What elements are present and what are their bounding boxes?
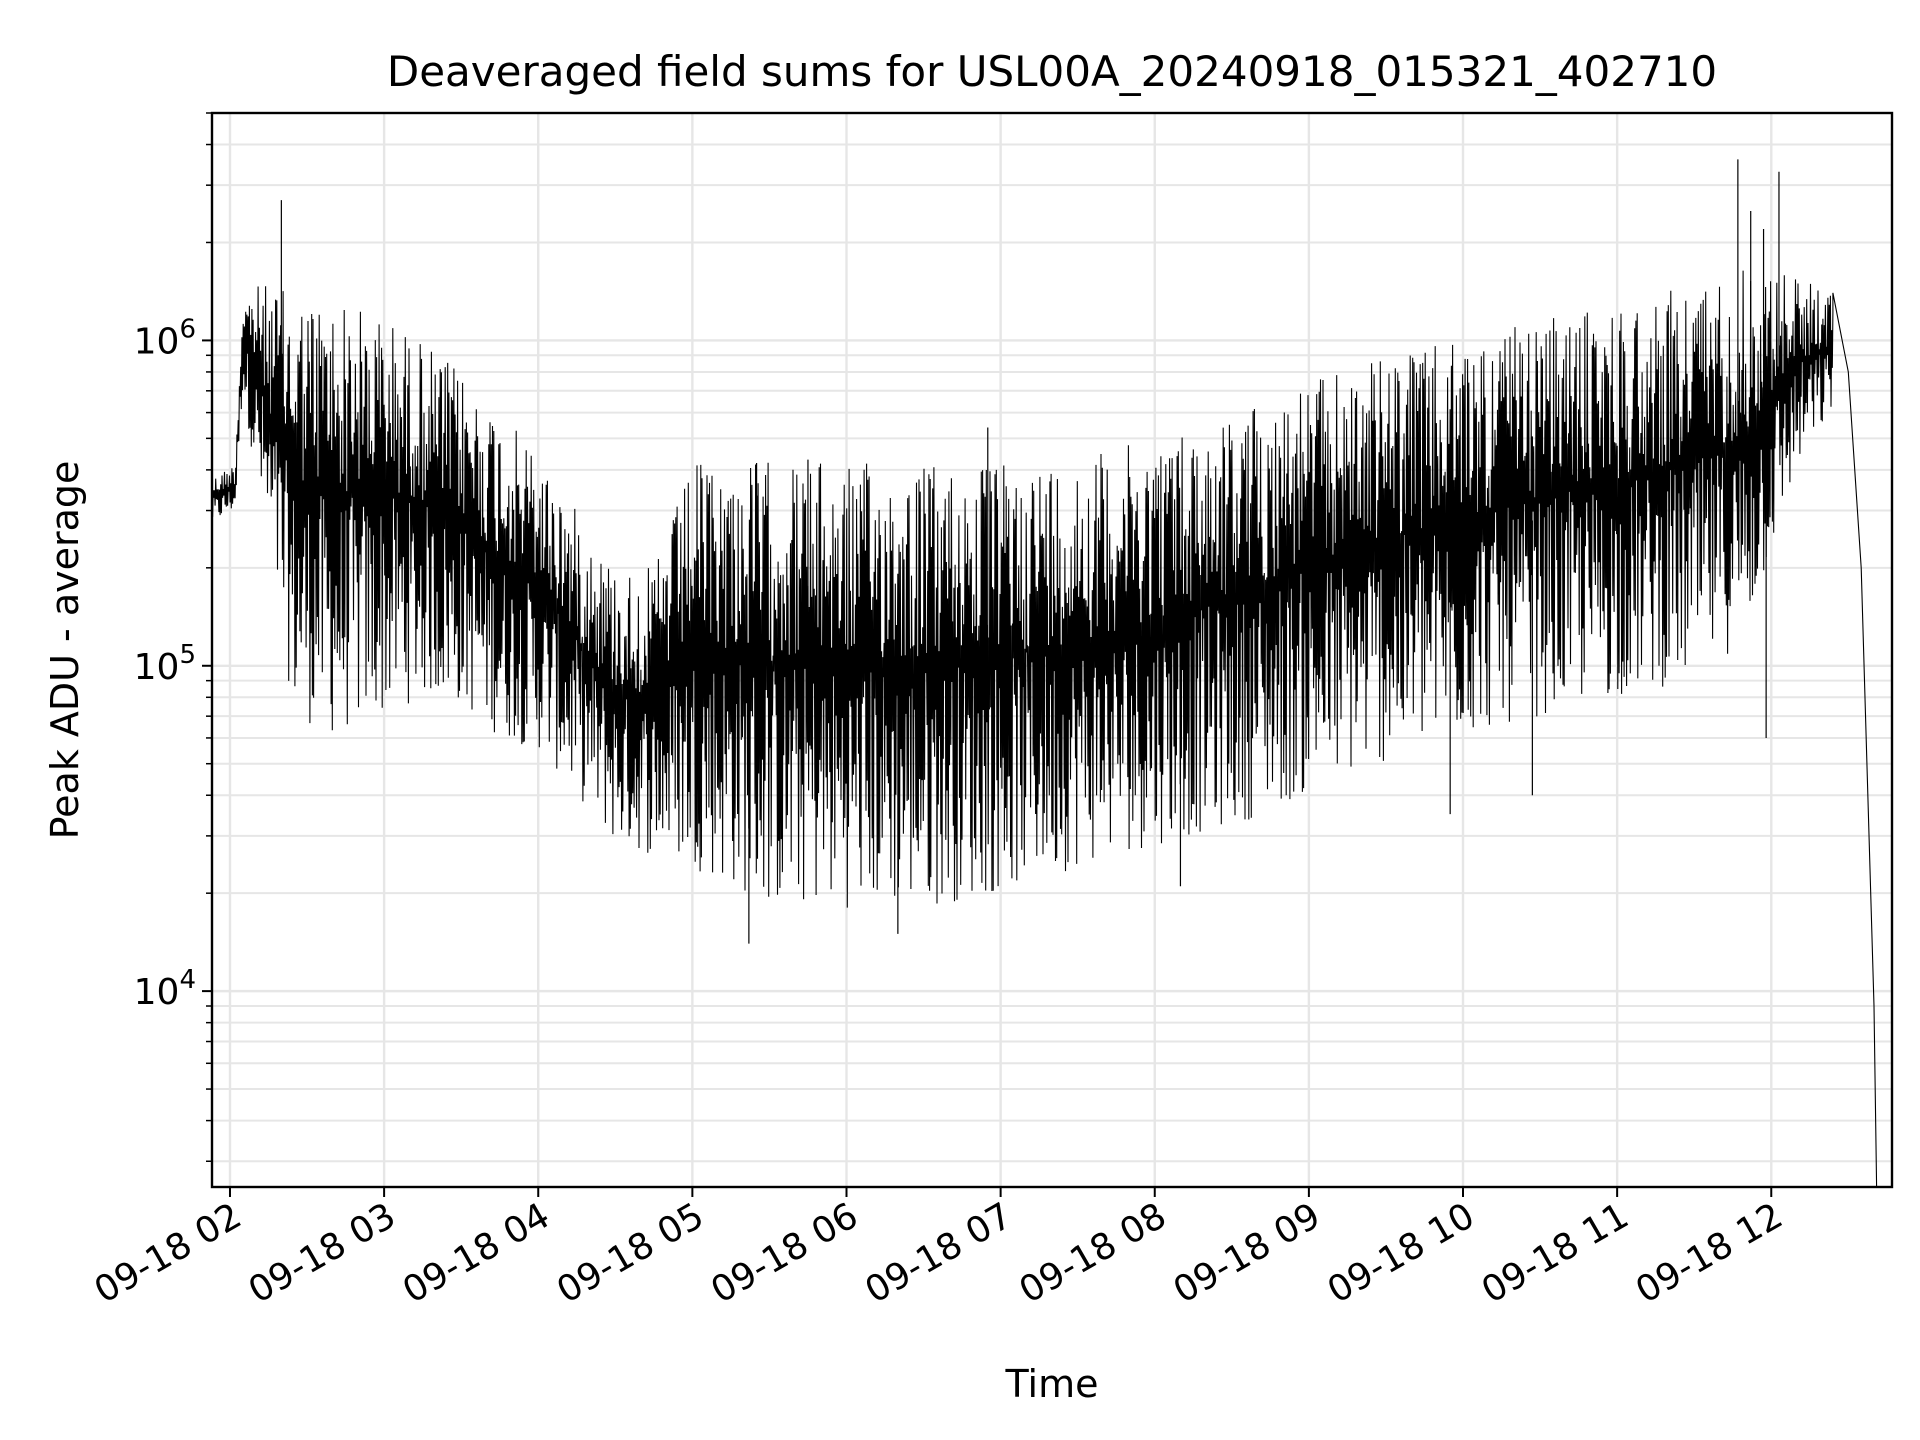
y-tick-label: 105 [134,640,196,688]
chart-title: Deaveraged field sums for USL00A_2024091… [387,47,1717,96]
y-tick-base: 10 [134,647,180,688]
y-tick-base: 10 [134,972,180,1013]
y-tick-exponent: 5 [179,640,196,670]
y-tick-label: 104 [134,965,196,1013]
y-tick-exponent: 6 [179,314,196,344]
y-tick-exponent: 4 [179,965,196,995]
y-tick-label: 106 [134,314,196,362]
y-axis-label: Peak ADU - average [43,461,87,840]
data-series [211,159,1878,1188]
y-tick-base: 10 [134,321,180,362]
x-axis-label: Time [1005,1362,1099,1406]
plot-frame [210,111,1894,1189]
series-line [211,270,1878,1188]
